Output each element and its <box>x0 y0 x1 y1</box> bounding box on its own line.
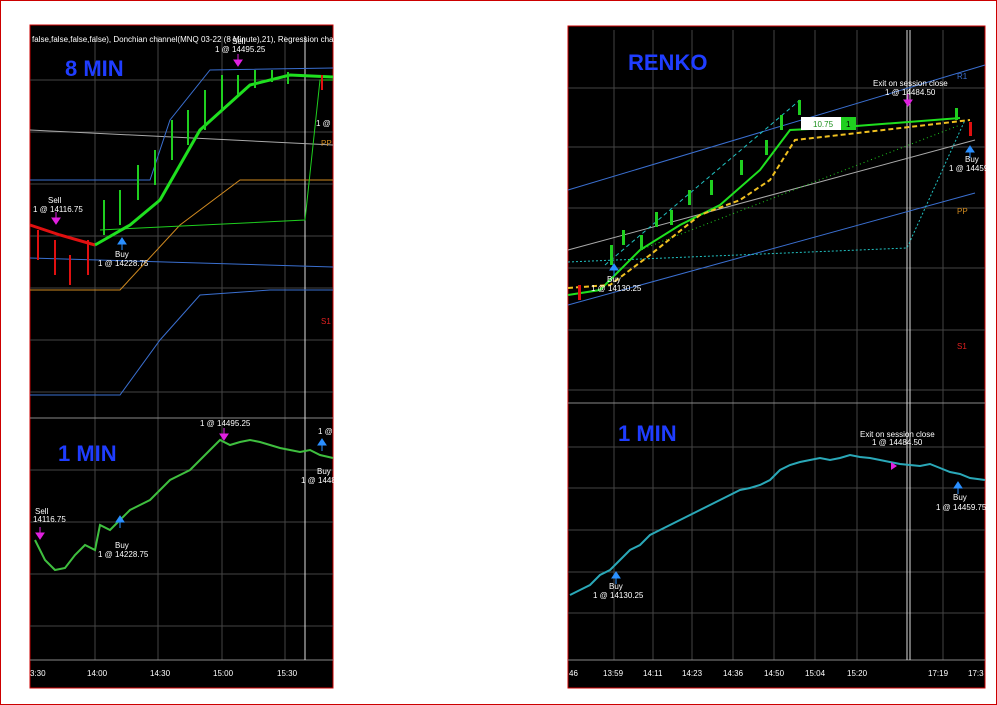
position-pnl: 10.75 <box>813 120 834 129</box>
x-tick-label: 15:20 <box>847 669 868 678</box>
left-indicators <box>29 67 334 396</box>
x-tick-label: 13:59 <box>603 669 624 678</box>
trade-arrows <box>35 54 327 540</box>
annotation: 1 @ <box>316 119 331 128</box>
annotation: Exit on session close <box>873 79 948 88</box>
right-grid <box>568 30 985 660</box>
right-panel <box>567 25 986 689</box>
x-tick-label: 14:11 <box>643 669 663 678</box>
x-tick-label: 17:3 <box>968 669 984 678</box>
annotation: Buy <box>609 582 623 591</box>
position-qty-box <box>841 117 856 130</box>
x-tick-label: 15:00 <box>213 669 234 678</box>
level-label: S1 <box>957 342 967 351</box>
x-tick-label: 17:19 <box>928 669 949 678</box>
x-tick-label: 15:30 <box>277 669 298 678</box>
annotation: Buy <box>317 467 331 476</box>
annotation: 1 @ 14495.25 <box>200 419 251 428</box>
trade-arrows <box>609 94 975 584</box>
left-candles <box>37 70 323 285</box>
annotation: 1 @ 14228.75 <box>98 550 149 559</box>
annotation: 1 @ 14130.25 <box>591 284 642 293</box>
annotation: 1 @ 14484.50 <box>885 88 936 97</box>
x-tick-label: 14:36 <box>723 669 744 678</box>
annotation: Buy <box>115 541 129 550</box>
renko-bricks <box>578 100 972 300</box>
level-label: PP <box>957 207 968 216</box>
annotation: Buy <box>965 155 979 164</box>
pane-label: 1 MIN <box>58 441 117 466</box>
annotation: Buy <box>953 493 967 502</box>
level-label: PP <box>321 139 332 148</box>
annotation: 1 @ 14228.75 <box>98 259 149 268</box>
annotation: Sell <box>35 507 49 516</box>
annotation: Exit on session close <box>860 430 935 439</box>
pane-label: RENKO <box>628 50 707 75</box>
indicator-header: false,false,false,false), Donchian chann… <box>32 35 358 44</box>
annotation: 1 @ 14484.50 <box>872 438 923 447</box>
right-1min-bars <box>569 453 986 596</box>
annotation: 1 @ 14459 <box>949 164 989 173</box>
x-tick-label: 14:50 <box>764 669 785 678</box>
annotation: 1 @ 1448 <box>301 476 336 485</box>
x-tick-label: 46 <box>569 669 578 678</box>
annotation: 1 @ 14116.75 <box>33 205 83 214</box>
left-1min-bars <box>34 438 334 572</box>
pane-label: 1 MIN <box>618 421 677 446</box>
annotation: Buy <box>115 250 129 259</box>
position-box <box>801 117 841 130</box>
pane-label: 8 MIN <box>65 56 124 81</box>
x-tick-label: 3:30 <box>30 669 46 678</box>
x-tick-label: 14:30 <box>150 669 171 678</box>
annotation: Buy <box>607 275 621 284</box>
x-tick-label: 14:00 <box>87 669 108 678</box>
annotation: 1 @ 14495.25 <box>215 45 266 54</box>
x-tick-label: 14:23 <box>682 669 703 678</box>
annotation: 1 @ <box>318 427 333 436</box>
position-qty: 1 <box>846 120 851 129</box>
level-label: S1 <box>321 317 331 326</box>
left-panel <box>29 24 334 689</box>
x-tick-label: 15:04 <box>805 669 826 678</box>
annotation: 1 @ 14459.75 <box>936 503 987 512</box>
annotation: Sell <box>232 37 246 46</box>
left-grid <box>30 36 333 660</box>
level-label: R1 <box>957 72 968 81</box>
annotation: 14116.75 <box>33 515 66 524</box>
annotation: 1 @ 14130.25 <box>593 591 644 600</box>
annotation: Sell <box>48 196 62 205</box>
